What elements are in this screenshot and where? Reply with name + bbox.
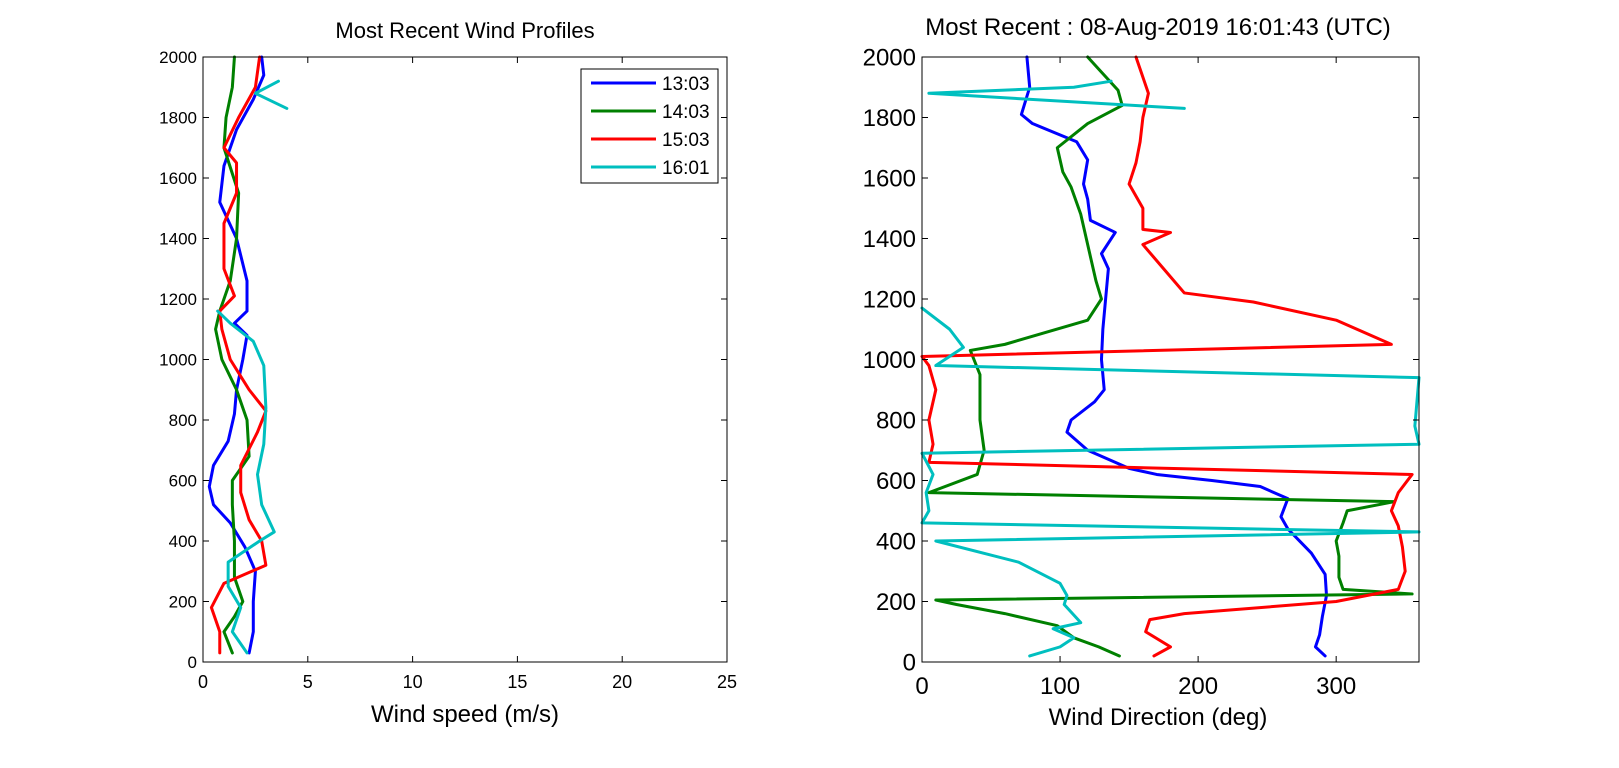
- series-15-03: [920, 55, 1414, 658]
- right-plot-title: Most Recent : 08-Aug-2019 16:01:43 (UTC): [925, 14, 1391, 41]
- x-tick-label: 10: [403, 672, 423, 692]
- x-tick-label: 15: [507, 672, 527, 692]
- left-x-axis-ticks: 0 5 10 15 20 25: [198, 57, 737, 692]
- left-y-axis-ticks: 0 200 400 600 800 1000 1200 1400 1600 1800 2000: [159, 48, 727, 672]
- legend-item: 16:01: [591, 158, 710, 179]
- left-plot-title: Most Recent Wind Profiles: [335, 18, 594, 43]
- series-16-01: [920, 306, 1421, 658]
- y-tick-label: 1800: [863, 105, 916, 132]
- legend-label: 15:03: [662, 130, 710, 151]
- left-plot: Most Recent Wind Profiles 0 5 10 15 20 25 0 20…: [159, 18, 737, 728]
- series-15-03: [209, 55, 268, 655]
- right-plot-axes-box: [921, 56, 1420, 663]
- y-tick-label: 200: [876, 589, 916, 616]
- right-y-axis-ticks: 0 200 400 600 800 1000 1200 1400 1600 1800 2000: [863, 45, 1419, 677]
- left-plot-series: [207, 55, 289, 655]
- series-13-03: [1019, 55, 1329, 658]
- y-tick-label: 1000: [863, 347, 916, 374]
- y-tick-label: 1400: [159, 230, 197, 249]
- y-tick-label: 800: [876, 408, 916, 435]
- series-14-03: [927, 55, 1414, 658]
- legend-label: 14:03: [662, 102, 710, 123]
- right-plot: Most Recent : 08-Aug-2019 16:01:43 (UTC)…: [863, 14, 1421, 731]
- y-tick-label: 600: [876, 468, 916, 495]
- y-tick-label: 400: [876, 529, 916, 556]
- y-tick-label: 200: [169, 593, 197, 612]
- legend-box: [580, 68, 719, 184]
- series-16-01: [216, 309, 276, 655]
- y-tick-label: 1600: [863, 166, 916, 193]
- legend: 13:03 14:03 15:03 16:01: [580, 68, 719, 184]
- series-14-03: [214, 55, 251, 655]
- x-tick-label: 20: [612, 672, 632, 692]
- legend-item: 14:03: [591, 102, 710, 123]
- x-tick-label: 200: [1178, 673, 1218, 700]
- legend-item: 15:03: [591, 130, 710, 151]
- x-tick-label: 5: [303, 672, 313, 692]
- legend-label: 16:01: [662, 158, 710, 179]
- y-tick-label: 400: [169, 532, 197, 551]
- series-16-01-top: [927, 79, 1186, 110]
- legend-label: 13:03: [662, 74, 710, 95]
- y-tick-label: 1600: [159, 169, 197, 188]
- left-x-axis-label: Wind speed (m/s): [371, 701, 559, 728]
- right-x-axis-label: Wind Direction (deg): [1049, 704, 1268, 731]
- y-tick-label: 0: [903, 650, 916, 677]
- y-tick-label: 1200: [863, 287, 916, 314]
- right-x-axis-ticks: 0 100 200 300: [915, 57, 1356, 700]
- y-tick-label: 1200: [159, 290, 197, 309]
- right-plot-series: [920, 55, 1421, 658]
- y-tick-label: 600: [169, 472, 197, 491]
- y-tick-label: 1800: [159, 109, 197, 128]
- x-tick-label: 25: [717, 672, 737, 692]
- y-tick-label: 0: [188, 653, 197, 672]
- y-tick-label: 1000: [159, 351, 197, 370]
- y-tick-label: 2000: [863, 45, 916, 72]
- x-tick-label: 300: [1316, 673, 1356, 700]
- x-tick-label: 0: [915, 673, 928, 700]
- y-tick-label: 2000: [159, 48, 197, 67]
- series-13-03: [207, 55, 266, 655]
- legend-item: 13:03: [591, 74, 710, 95]
- y-tick-label: 1400: [863, 226, 916, 253]
- y-tick-label: 800: [169, 411, 197, 430]
- x-tick-label: 100: [1040, 673, 1080, 700]
- x-tick-label: 0: [198, 672, 208, 692]
- series-16-01-top: [253, 79, 289, 110]
